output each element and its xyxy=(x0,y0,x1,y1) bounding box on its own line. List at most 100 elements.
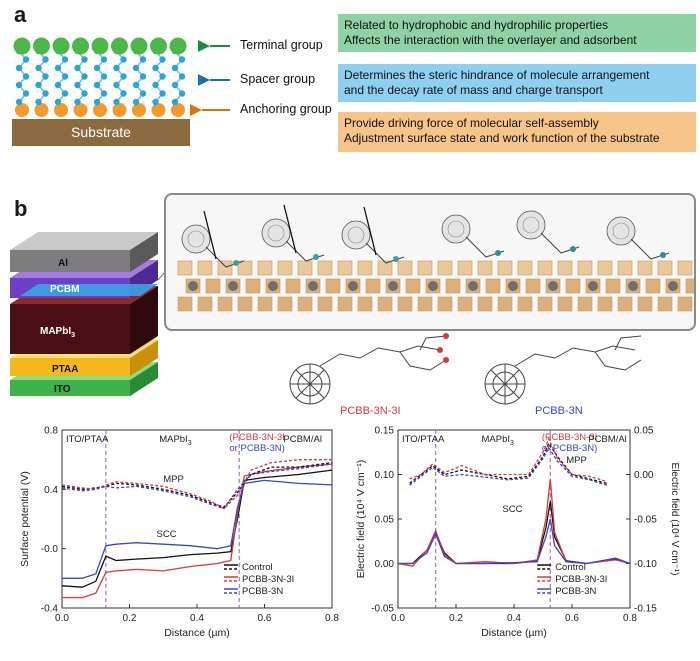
spacer-bead xyxy=(22,56,30,63)
perovskite-block xyxy=(297,296,313,312)
anchor-sphere xyxy=(171,103,185,117)
perovskite-block xyxy=(457,260,473,276)
lattice-atom xyxy=(428,281,438,291)
x-tick-label: 0.4 xyxy=(190,613,204,624)
terminal-sphere xyxy=(33,37,50,55)
fullerene-ball xyxy=(606,216,636,246)
series-line xyxy=(409,446,607,486)
spacer-bead xyxy=(152,81,159,89)
interface-zoom-box xyxy=(164,193,700,331)
perovskite-block xyxy=(377,296,393,312)
spacer-bead xyxy=(15,98,23,106)
perovskite-block xyxy=(197,260,213,276)
y-tick-label: 0.4 xyxy=(44,485,58,496)
spacer-bead xyxy=(139,56,147,63)
perovskite-block xyxy=(285,278,301,294)
perovskite-block xyxy=(517,296,533,312)
spacer-description-box: Determines the steric hindrance of molec… xyxy=(338,64,696,102)
lattice-atom xyxy=(268,281,278,291)
lattice-atom xyxy=(628,281,638,291)
spacer-bead xyxy=(171,81,179,89)
x-tick-label: 0.0 xyxy=(391,613,405,624)
perovskite-block xyxy=(537,260,553,276)
spacer-bead xyxy=(178,90,186,97)
device-stack: Al PCBM MAPbI3 PTAA ITO xyxy=(10,232,170,396)
perovskite-block xyxy=(417,260,433,276)
spacer-bead xyxy=(178,73,186,80)
perovskite-block xyxy=(517,260,533,276)
spacer-bead xyxy=(113,98,120,106)
layer-label-ptaa: PTAA xyxy=(52,364,78,375)
perovskite-block xyxy=(477,296,493,312)
perovskite-block xyxy=(257,296,273,312)
fullerene-ball xyxy=(181,224,211,254)
anchoring-group-label: Anchoring group xyxy=(240,102,332,116)
fullerene-ball xyxy=(341,220,371,250)
lattice-atom xyxy=(388,281,398,291)
spacer-bead xyxy=(152,98,159,106)
spacer-bead xyxy=(178,56,186,63)
layer-label-al: Al xyxy=(58,258,68,269)
terminal-sphere xyxy=(169,37,187,55)
spacer-bead xyxy=(139,90,147,97)
spacer-bead xyxy=(22,73,30,80)
perovskite-block xyxy=(397,296,413,312)
perovskite-block xyxy=(357,260,373,276)
spacer-bead xyxy=(54,64,62,72)
perovskite-block xyxy=(377,260,393,276)
spacer-bead xyxy=(171,64,179,72)
spacer-bead xyxy=(74,98,81,106)
spacer-bead xyxy=(61,90,69,97)
terminal-sphere xyxy=(13,37,31,55)
legend-label: Control xyxy=(242,562,273,573)
perovskite-block xyxy=(317,296,333,312)
y-tick-label: -0.05 xyxy=(371,604,394,615)
perovskite-block xyxy=(177,296,193,312)
y-right-tick-label: -0.10 xyxy=(634,559,657,570)
terminal-desc-line2: Affects the interaction with the overlay… xyxy=(344,33,637,47)
legend-label: PCBB-3N xyxy=(555,586,596,597)
terminal-sphere xyxy=(150,37,167,55)
fullerene-ball xyxy=(261,218,291,248)
spacer-bead xyxy=(100,90,108,97)
perovskite-block xyxy=(417,296,433,312)
spacer-bead xyxy=(132,64,140,72)
perovskite-block xyxy=(297,260,313,276)
spacer-bead xyxy=(74,81,81,89)
spacer-bead xyxy=(139,73,147,80)
y-right-axis-label: Electric field (10⁴ V cm⁻¹) xyxy=(669,463,680,576)
perovskite-block xyxy=(437,260,453,276)
perovskite-block xyxy=(597,296,613,312)
spacer-bead xyxy=(120,56,127,63)
perovskite-block xyxy=(597,260,613,276)
perovskite-block xyxy=(457,296,473,312)
region-label: or PCBB-3N) xyxy=(542,443,597,454)
region-label: ITO/PTAA xyxy=(402,434,445,445)
lattice-atom xyxy=(188,281,198,291)
region-label: ITO/PTAA xyxy=(66,434,109,445)
terminal-sphere xyxy=(52,37,70,55)
spacer-bead xyxy=(113,81,120,89)
perovskite-block xyxy=(197,296,213,312)
perovskite-block xyxy=(357,296,373,312)
perovskite-block xyxy=(557,296,573,312)
perovskite-block xyxy=(205,278,221,294)
perovskite-block xyxy=(477,260,493,276)
spacer-bead xyxy=(42,56,49,63)
x-tick-label: 0.0 xyxy=(55,613,69,624)
perovskite-block xyxy=(577,296,593,312)
molecule-structures: PCBB-3N-3I PCBB-3N xyxy=(289,333,642,417)
interface-illustration xyxy=(177,204,700,312)
anchor-sphere xyxy=(93,103,107,117)
spacer-bead xyxy=(100,73,108,80)
anchoring-desc-line1: Provide driving force of molecular self-… xyxy=(344,116,599,130)
region-label: or PCBB-3N) xyxy=(229,443,284,454)
perovskite-block xyxy=(245,278,261,294)
annotation-scc: SCC xyxy=(157,529,177,540)
layer-label-pcbm: PCBM xyxy=(50,284,79,295)
surface-potential-chart: 0.0 0.2 0.4 0.6 0.8 -0.4 -0.0 0.4 0.8 Distance (µ… xyxy=(19,426,339,640)
lattice-atom xyxy=(588,281,598,291)
spacer-bead xyxy=(35,81,42,89)
lattice-atom xyxy=(548,281,558,291)
perovskite-block xyxy=(677,260,693,276)
